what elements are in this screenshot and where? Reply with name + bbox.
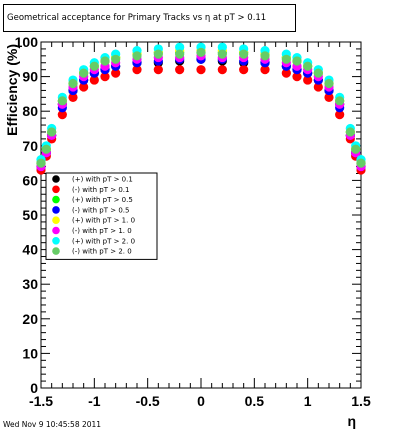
data-point <box>68 78 78 89</box>
y-tick-label: 90 <box>22 69 38 85</box>
timestamp: Wed Nov 9 10:45:58 2011 <box>3 420 102 429</box>
legend-entry: (-) with pT > 1. 0 <box>72 227 132 235</box>
legend-entry: (+) with pT > 0.1 <box>72 176 133 184</box>
data-point <box>196 65 206 75</box>
legend-entry: (-) with pT > 0.1 <box>72 186 129 194</box>
data-point <box>36 158 46 168</box>
data-point <box>175 49 185 59</box>
data-point <box>217 49 227 59</box>
x-tick-label: -0.5 <box>136 393 160 409</box>
data-point <box>217 65 227 75</box>
data-point <box>281 54 291 64</box>
legend-marker <box>52 195 60 204</box>
data-point <box>324 92 334 102</box>
legend-marker <box>52 226 60 235</box>
y-tick-label: 80 <box>22 103 38 119</box>
legend-entry: (+) with pT > 1. 0 <box>72 217 135 225</box>
data-point <box>100 72 110 82</box>
data-point <box>345 127 355 137</box>
data-point <box>303 61 313 71</box>
data-point <box>89 75 99 85</box>
legend-entry: (+) with pT > 2. 0 <box>72 237 135 245</box>
data-point <box>217 42 227 52</box>
data-point <box>281 68 291 78</box>
data-point <box>57 96 67 106</box>
legend-marker <box>52 216 60 224</box>
data-point <box>79 82 89 92</box>
data-point <box>313 82 323 92</box>
x-tick-label: 0 <box>197 393 205 409</box>
data-point <box>79 68 89 78</box>
data-point <box>132 51 142 61</box>
legend-entry: (-) with pT > 2. 0 <box>72 248 132 256</box>
y-tick-label: 30 <box>22 276 38 292</box>
x-tick-label: 1 <box>304 393 312 409</box>
data-point <box>303 75 313 85</box>
data-point <box>175 65 185 75</box>
data-point <box>292 72 302 82</box>
legend-entry: (+) with pT > 0.5 <box>72 196 133 204</box>
data-point <box>324 78 334 89</box>
data-point <box>335 96 345 106</box>
legend-box <box>45 172 158 260</box>
data-point <box>292 56 302 66</box>
data-point <box>196 47 206 57</box>
data-point <box>356 158 366 168</box>
x-tick-label: 1.5 <box>351 393 371 409</box>
series-4 <box>36 46 366 168</box>
series-7 <box>36 47 366 168</box>
data-point <box>313 68 323 78</box>
y-tick-label: 100 <box>15 34 39 50</box>
legend-marker <box>52 175 60 183</box>
data-point <box>239 49 249 59</box>
y-tick-label: 60 <box>22 172 38 188</box>
y-tick-label: 40 <box>22 242 38 258</box>
x-tick-label: -1 <box>88 393 101 409</box>
data-point <box>89 61 99 71</box>
data-point <box>111 54 121 64</box>
data-point <box>153 65 163 75</box>
data-point <box>111 68 121 78</box>
legend-marker <box>52 247 60 255</box>
y-tick-label: 0 <box>30 380 38 396</box>
data-points <box>36 42 366 175</box>
data-point <box>153 49 163 59</box>
legend-marker <box>52 237 60 245</box>
data-point <box>100 56 110 66</box>
data-point <box>239 65 249 75</box>
data-point <box>68 92 78 102</box>
y-axis-title: Efficiency (%) <box>4 44 20 136</box>
y-tick-label: 20 <box>22 311 38 327</box>
x-tick-label: 0.5 <box>245 393 265 409</box>
x-axis-title: η <box>347 413 356 429</box>
legend-entry: (-) with pT > 0.5 <box>72 206 129 214</box>
data-point <box>47 127 57 137</box>
y-tick-label: 70 <box>22 138 38 154</box>
series-1 <box>36 65 366 175</box>
data-point <box>260 65 270 75</box>
data-point <box>351 144 361 154</box>
x-tick-label: -1.5 <box>29 393 53 409</box>
y-tick-label: 50 <box>22 207 38 223</box>
data-point <box>41 144 51 154</box>
y-tick-label: 10 <box>22 345 38 361</box>
chart-title: Geometrical acceptance for Primary Track… <box>3 4 296 32</box>
data-point <box>260 51 270 61</box>
legend-marker <box>52 206 60 214</box>
data-point <box>57 110 67 120</box>
data-point <box>335 110 345 120</box>
data-point <box>175 42 185 52</box>
legend-marker <box>52 185 60 194</box>
data-point <box>132 65 142 75</box>
legend: (+) with pT > 0.1 (-) with pT > 0.1 (+) wi… <box>45 172 158 260</box>
